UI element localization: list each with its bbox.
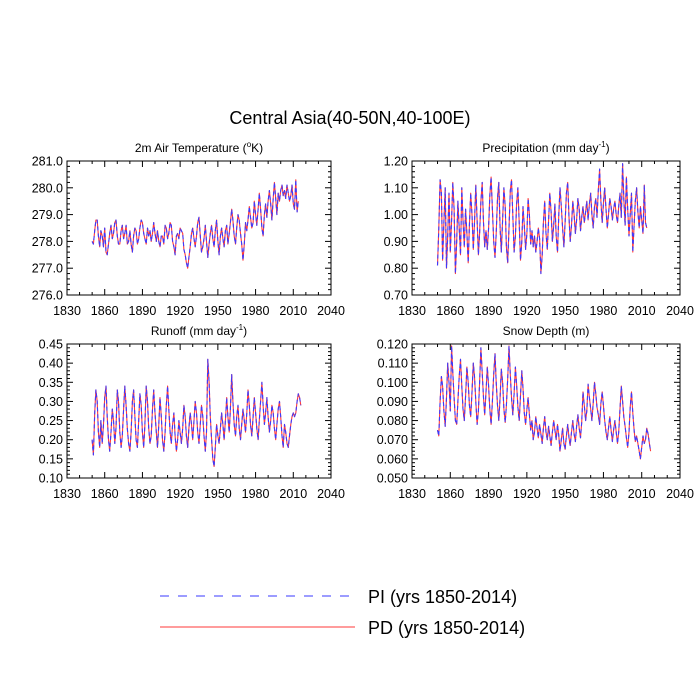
panel-title-snow: Snow Depth (m) [503,324,590,338]
y-tick-label: 0.050 [377,472,408,486]
x-tick-label: 2010 [628,304,656,318]
panel-title-precip: Precipitation (mm day-1) [482,140,609,155]
x-tick-label: 1860 [436,304,464,318]
x-tick-label: 1830 [53,487,81,501]
x-tick-label: 2040 [317,487,345,501]
y-tick-label: 1.10 [384,181,408,195]
x-tick-label: 1920 [166,304,194,318]
panel-title-tail: ) [606,141,610,155]
panel-title-text: Runoff (mm day [151,324,236,338]
legend-pd-label: PD (yrs 1850-2014) [368,618,525,638]
legend-pi-label: PI (yrs 1850-2014) [368,587,517,607]
y-tick-label: 0.45 [39,338,63,352]
y-tick-label: 0.15 [39,452,63,466]
x-tick-label: 1860 [91,304,119,318]
x-tick-label: 1920 [513,487,541,501]
series-line-pi [91,179,299,269]
x-tick-label: 1830 [398,304,426,318]
y-tick-label: 0.80 [384,262,408,276]
y-tick-label: 0.10 [39,472,63,486]
y-tick-label: 0.40 [39,357,63,371]
panel-title-tail: K) [251,141,263,155]
series-line-pi [436,345,652,460]
x-tick-label: 1860 [91,487,119,501]
panel-title-superscript: -1 [236,323,244,332]
y-tick-label: 1.00 [384,208,408,222]
y-tick-label: 0.20 [39,433,63,447]
x-tick-label: 1920 [513,304,541,318]
y-tick-label: 0.120 [377,338,408,352]
y-tick-label: 281.0 [32,155,63,169]
series-line-pd [436,345,652,460]
y-tick-label: 0.090 [377,395,408,409]
x-tick-label: 2010 [279,304,307,318]
y-tick-label: 0.90 [384,235,408,249]
panel-title-tail: ) [243,324,247,338]
x-tick-label: 2040 [317,304,345,318]
y-tick-label: 0.110 [378,357,408,371]
panel-runoff: Runoff (mm day-1) 0.10 0.15 0.20 0.25 0.30 0.3… [39,323,345,501]
panel-title-text: Snow Depth (m) [503,324,590,338]
x-tick-label: 2040 [666,487,694,501]
y-tick-label: 0.70 [384,289,408,303]
x-tick-label: 1890 [475,304,503,318]
legend: PI (yrs 1850-2014) PD (yrs 1850-2014) [160,587,525,638]
x-tick-label: 1950 [551,487,579,501]
y-tick-label: 0.35 [39,376,63,390]
y-tick-label: 278.0 [32,235,63,249]
x-tick-label: 1950 [551,304,579,318]
panel-title-superscript: -1 [598,140,606,149]
x-tick-label: 1860 [436,487,464,501]
y-tick-label: 0.080 [377,414,408,428]
y-tick-label: 0.070 [377,433,408,447]
x-tick-label: 1890 [129,487,157,501]
x-tick-label: 1950 [204,487,232,501]
panel-title-text: Precipitation (mm day [482,141,598,155]
panel-snow: Snow Depth (m) 0.050 0.060 0.070 0.080 0.090 0… [377,324,694,501]
panel-precip: Precipitation (mm day-1) 0.70 0.80 0.90 1.00… [384,140,694,318]
x-tick-label: 1890 [475,487,503,501]
plot-frame [411,343,681,479]
series-line-pi [436,163,648,275]
x-tick-label: 1830 [53,304,81,318]
panel-title-text: 2m Air Temperature ( [135,141,247,155]
series-line-pd [91,358,302,468]
panel-title-superscript: o [247,140,252,149]
series-line-pd [91,179,299,269]
x-tick-label: 1890 [129,304,157,318]
y-tick-label: 276.0 [32,289,63,303]
x-tick-label: 1980 [590,304,618,318]
panel-title-runoff: Runoff (mm day-1) [151,323,247,338]
y-tick-label: 277.0 [32,262,63,276]
plot-frame [66,343,332,479]
y-tick-label: 279.0 [32,208,63,222]
x-tick-label: 1950 [204,304,232,318]
panel-t2m: 2m Air Temperature (oK) 276.0 277.0 278.0 27… [32,140,345,318]
y-tick-label: 0.25 [39,414,63,428]
x-tick-label: 1980 [242,487,270,501]
plot-frame [66,160,332,296]
y-tick-label: 280.0 [32,181,63,195]
series-line-pd [436,163,648,275]
panels: 2m Air Temperature (oK) 276.0 277.0 278.0 27… [32,140,694,501]
x-tick-label: 1980 [242,304,270,318]
x-tick-label: 1920 [166,487,194,501]
x-tick-label: 2010 [279,487,307,501]
x-tick-label: 1830 [398,487,426,501]
y-tick-label: 0.100 [377,376,408,390]
figure-title: Central Asia(40-50N,40-100E) [229,108,470,128]
panel-title-t2m: 2m Air Temperature (oK) [135,140,263,155]
x-tick-label: 2040 [666,304,694,318]
x-tick-label: 2010 [628,487,656,501]
y-tick-label: 0.30 [39,395,63,409]
plot-frame [411,160,681,296]
x-tick-label: 1980 [590,487,618,501]
y-tick-label: 0.060 [377,452,408,466]
y-tick-label: 1.20 [384,155,408,169]
